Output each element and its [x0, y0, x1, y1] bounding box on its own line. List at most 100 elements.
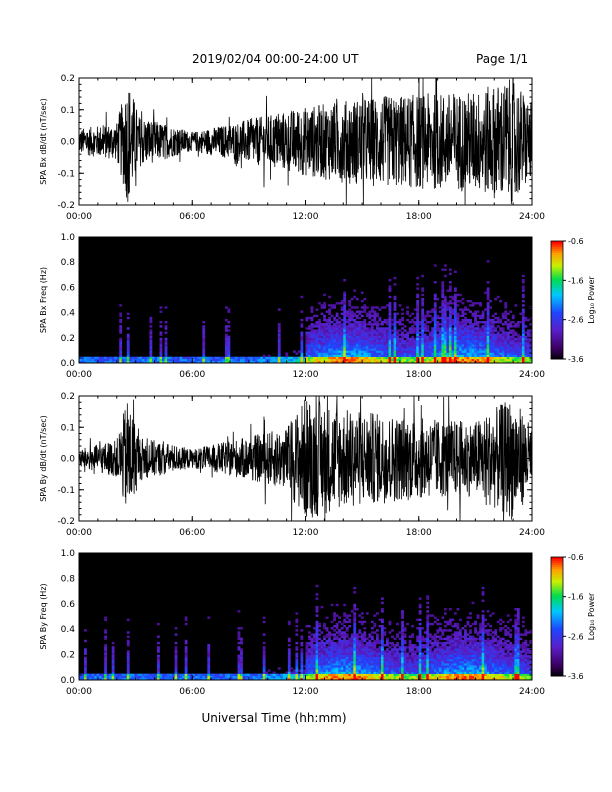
spectrogram-cell	[416, 360, 420, 364]
spectrogram-cell	[506, 331, 510, 334]
spectrogram-cell	[330, 658, 334, 662]
spectrogram-cell	[313, 325, 316, 328]
spectrogram-cell	[308, 354, 311, 357]
spectrogram-cell	[501, 339, 505, 343]
spectrogram-cell	[162, 358, 165, 362]
spectrogram-cell	[428, 310, 432, 313]
spectrogram-cell	[471, 325, 475, 328]
plot-title: 2019/02/04 00:00-24:00 UT	[192, 52, 359, 66]
spectrogram-cell	[491, 354, 495, 357]
spectrogram-cell	[116, 358, 120, 362]
spectrogram-cell	[159, 348, 163, 351]
spectrogram-cell	[466, 327, 470, 330]
spectrogram-cell	[365, 671, 369, 674]
spectrogram-cell	[423, 314, 427, 318]
spectrogram-cell	[308, 316, 311, 320]
spectrogram-cell	[318, 335, 321, 339]
spectrogram-cell	[398, 346, 402, 349]
spectrogram-cell	[401, 656, 404, 660]
spectrogram-cell	[315, 350, 319, 353]
spectrogram-cell	[461, 677, 465, 681]
spectrogram-cell	[469, 348, 472, 351]
spectrogram-cell	[469, 350, 472, 353]
spectrogram-cell	[318, 677, 321, 681]
spectrogram-cell	[315, 325, 319, 328]
spectrogram-cell	[338, 656, 342, 660]
spectrogram-cell	[207, 646, 211, 649]
spectrogram-cell	[433, 318, 437, 322]
spectrogram-cell	[315, 652, 319, 655]
spectrogram-cell	[330, 620, 334, 624]
spectrogram-cell	[240, 675, 243, 679]
spectrogram-cell	[423, 346, 427, 349]
spectrogram-cell	[310, 346, 314, 349]
spectrogram-cell	[506, 325, 510, 328]
spectrogram-cell	[504, 302, 508, 305]
spectrogram-cell	[262, 652, 266, 655]
spectrogram-cell	[343, 618, 347, 622]
spectrogram-cell	[403, 333, 407, 336]
spectrogram-cell	[237, 646, 241, 649]
spectrogram-cell	[187, 677, 191, 681]
spectrogram-cell	[396, 665, 399, 668]
spectrogram-cell	[335, 335, 339, 339]
spectrogram-cell	[305, 342, 309, 345]
spectrogram-cell	[323, 658, 326, 662]
spectrogram-cell	[418, 327, 422, 330]
spectrogram-cell	[358, 310, 362, 313]
spectrogram-cell	[438, 337, 442, 341]
spectrogram-cell	[418, 671, 422, 674]
spectrogram-cell	[459, 314, 462, 318]
spectrogram-cell	[353, 654, 357, 658]
spectrogram-cell	[423, 663, 427, 666]
spectrogram-cell	[378, 316, 382, 320]
spectrogram-cell	[343, 669, 347, 672]
spectrogram-cell	[157, 658, 160, 662]
spectrogram-cell	[330, 627, 334, 630]
spectrogram-cell	[159, 342, 163, 345]
spectrogram-cell	[426, 312, 430, 315]
spectrogram-cell	[443, 337, 447, 341]
spectrogram-cell	[443, 641, 447, 645]
spectrogram-cell	[84, 360, 87, 364]
spectrogram-cell	[403, 325, 407, 328]
spectrogram-cell	[154, 358, 158, 362]
spectrogram-cell	[413, 358, 417, 362]
spectrogram-cell	[494, 337, 498, 341]
spectrogram-cell	[134, 356, 138, 360]
spectrogram-cell	[443, 333, 447, 336]
spectrogram-cell	[448, 360, 452, 364]
spectrogram-cell	[391, 335, 394, 339]
spectrogram-cell	[431, 344, 435, 347]
spectrogram-cell	[378, 339, 382, 343]
spectrogram-cell	[333, 344, 336, 347]
spectrogram-cell	[494, 339, 498, 343]
colorbar-segment	[551, 343, 563, 346]
spectrogram-cell	[386, 335, 389, 339]
spectrogram-cell	[408, 358, 412, 362]
spectrogram-cell	[375, 650, 379, 653]
spectrogram-cell	[481, 310, 485, 313]
spectrogram-cell	[423, 318, 427, 322]
spectrogram-cell	[370, 318, 374, 322]
spectrogram-cell	[126, 665, 130, 668]
spectrogram-cell	[230, 673, 233, 677]
spectrogram-cell	[438, 654, 442, 658]
spectrogram-cell	[330, 646, 334, 649]
spectrogram-cell	[393, 646, 397, 649]
spectrogram-cell	[401, 639, 404, 643]
spectrogram-cell	[486, 321, 490, 324]
spectrogram-cell	[91, 673, 95, 677]
spectrogram-cell	[373, 346, 377, 349]
spectrogram-cell	[350, 314, 354, 318]
spectrogram-cell	[441, 631, 445, 634]
spectrogram-cell	[187, 356, 191, 360]
spectrogram-cell	[443, 342, 447, 345]
spectrogram-cell	[340, 631, 344, 634]
spectrogram-cell	[393, 663, 397, 666]
spectrogram-cell	[320, 605, 324, 609]
spectrogram-cell	[207, 658, 211, 662]
spectrogram-cell	[287, 644, 291, 647]
spectrogram-cell	[421, 274, 425, 278]
spectrogram-cell	[313, 337, 316, 341]
